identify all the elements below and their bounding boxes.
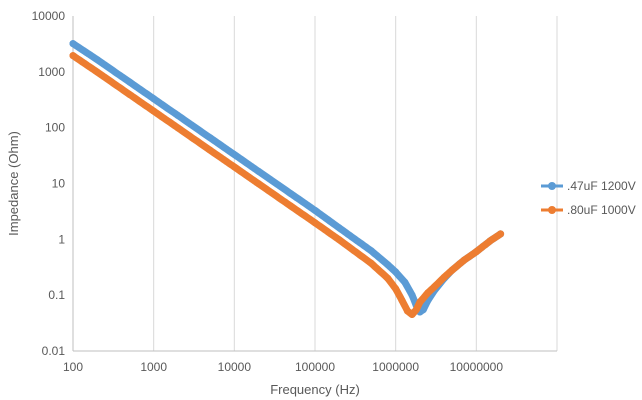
x-tick-label: 100000 — [295, 360, 335, 374]
data-point-series-1 — [335, 224, 343, 232]
data-point-series-1 — [401, 278, 409, 286]
y-tick-label: 10000 — [32, 9, 66, 23]
data-point-series-1 — [69, 40, 77, 48]
data-point-series-1 — [125, 78, 133, 86]
data-point-series-2 — [412, 306, 420, 314]
data-point-series-2 — [430, 283, 438, 291]
series-layer — [69, 40, 505, 319]
y-tick-label: 10 — [52, 177, 66, 191]
y-tick-label: 1000 — [38, 65, 65, 79]
legend-item-1: .47uF 1200V — [541, 179, 636, 193]
x-tick-label: 1000000 — [372, 360, 419, 374]
data-point-series-2 — [408, 311, 416, 319]
data-point-series-1 — [384, 261, 392, 269]
y-tick-label: 1 — [58, 232, 65, 246]
legend: .47uF 1200V .80uF 1000V — [541, 179, 636, 217]
data-point-series-1 — [311, 206, 319, 214]
data-point-series-1 — [206, 134, 214, 142]
data-point-series-2 — [460, 256, 468, 264]
x-tick-label: 10000 — [218, 360, 252, 374]
data-point-series-2 — [398, 297, 406, 305]
y-tick-label: 0.1 — [48, 288, 65, 302]
legend-label: .80uF 1000V — [567, 203, 636, 217]
data-point-series-2 — [230, 163, 238, 171]
x-tick-label: 10000000 — [450, 360, 504, 374]
data-point-series-2 — [150, 107, 158, 115]
gridlines — [72, 16, 558, 351]
data-point-series-2 — [287, 202, 295, 210]
data-point-series-1 — [150, 95, 158, 103]
data-point-series-1 — [419, 306, 427, 314]
data-point-series-1 — [174, 112, 182, 120]
data-point-series-1 — [392, 268, 400, 276]
data-point-series-2 — [335, 236, 343, 244]
legend-swatch-marker — [548, 206, 556, 214]
data-point-series-1 — [230, 151, 238, 159]
data-point-series-2 — [416, 298, 424, 306]
y-tick-label: 0.01 — [42, 344, 66, 358]
data-point-series-2 — [487, 237, 495, 245]
data-point-series-2 — [69, 52, 77, 60]
data-point-series-2 — [255, 180, 263, 188]
data-point-series-1 — [408, 291, 416, 299]
series-line-2 — [69, 52, 505, 318]
axes — [72, 16, 557, 352]
series-line-1 — [69, 40, 505, 316]
data-point-series-2 — [448, 266, 456, 274]
data-point-series-1 — [287, 190, 295, 198]
data-point-series-2 — [497, 230, 505, 238]
data-point-series-2 — [424, 289, 432, 297]
data-point-series-2 — [174, 124, 182, 132]
tick-labels: 100 1000 10000 100000 1000000 10000000 0.01 0.1… — [32, 9, 504, 374]
x-tick-label: 100 — [63, 360, 83, 374]
x-tick-label: 1000 — [140, 360, 167, 374]
data-point-series-1 — [93, 56, 101, 64]
legend-label: .47uF 1200V — [567, 179, 636, 193]
y-tick-label: 100 — [45, 121, 65, 135]
data-point-series-2 — [440, 273, 448, 281]
data-point-series-2 — [392, 285, 400, 293]
legend-item-2: .80uF 1000V — [541, 203, 636, 217]
legend-swatch-marker — [548, 182, 556, 190]
data-point-series-2 — [367, 259, 375, 267]
y-axis-title: Impedance (Ohm) — [6, 131, 21, 236]
data-point-series-2 — [384, 274, 392, 282]
x-axis-title: Frequency (Hz) — [270, 382, 360, 397]
data-point-series-2 — [311, 219, 319, 227]
data-point-series-1 — [255, 167, 263, 175]
data-point-series-1 — [367, 247, 375, 255]
data-point-series-2 — [125, 90, 133, 98]
data-point-series-2 — [93, 68, 101, 76]
data-point-series-2 — [206, 146, 214, 154]
data-point-series-2 — [472, 248, 480, 256]
